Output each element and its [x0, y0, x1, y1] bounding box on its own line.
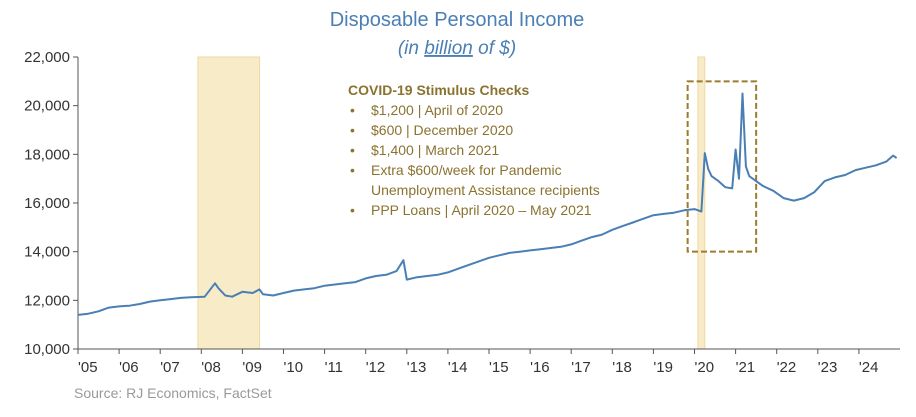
y-tick-label: 14,000	[24, 244, 70, 261]
y-tick-label: 10,000	[24, 341, 70, 358]
x-tick-label: '06	[119, 359, 139, 376]
annotation-item: PPP Loans | April 2020 – May 2021	[371, 202, 592, 218]
covid-highlight-box	[686, 80, 758, 253]
annotation-item: $1,400 | March 2021	[371, 142, 499, 158]
income-series	[77, 92, 898, 316]
x-tick-label: '24	[859, 359, 879, 376]
y-tick-label: 12,000	[24, 292, 70, 309]
x-tick-label: '16	[530, 359, 550, 376]
x-tick-label: '07	[160, 359, 180, 376]
x-tick-label: '20	[695, 359, 715, 376]
covid-box	[686, 80, 758, 253]
x-tick-label: '11	[325, 359, 343, 376]
chart-title: Disposable Personal Income	[330, 9, 585, 31]
x-tick-label: '18	[612, 359, 632, 376]
annotation-item: $1,200 | April of 2020	[371, 102, 503, 118]
x-tick-label: '12	[366, 359, 386, 376]
x-tick-label: '21	[736, 359, 756, 376]
annotation-item: Extra $600/week for Pandemic	[371, 162, 562, 178]
covid-annotation: COVID-19 Stimulus Checks • $1,200 | April…	[348, 82, 600, 218]
y-tick-label: 16,000	[24, 195, 70, 212]
x-tick-label: '19	[653, 359, 673, 376]
annotation-bullet: •	[350, 102, 355, 118]
annotation-bullet: •	[350, 202, 355, 218]
y-tick-label: 20,000	[24, 98, 70, 115]
subtitle-unit: billion	[424, 38, 473, 59]
recession-band	[197, 56, 261, 350]
annotation-bullet: •	[350, 162, 355, 178]
x-tick-label: '13	[407, 359, 427, 376]
subtitle-prefix: (in	[398, 38, 424, 59]
x-tick-label: '17	[571, 359, 591, 376]
x-tick-label: '09	[242, 359, 262, 376]
y-tick-label: 22,000	[24, 49, 70, 66]
annotation-bullet: •	[350, 122, 355, 138]
x-tick-label: '10	[284, 359, 304, 376]
x-tick-label: '05	[78, 359, 98, 376]
y-tick-label: 18,000	[24, 146, 70, 163]
chart-subtitle: (in billion of $)	[398, 38, 516, 59]
annotation-item: Unemployment Assistance recipients	[371, 182, 600, 198]
x-tick-label: '15	[489, 359, 509, 376]
x-tick-label: '14	[448, 359, 468, 376]
x-tick-label: '22	[777, 359, 797, 376]
annotation-bullet: •	[350, 142, 355, 158]
subtitle-suffix: of $)	[473, 38, 516, 59]
source-note: Source: RJ Economics, FactSet	[74, 385, 272, 401]
x-tick-label: '23	[818, 359, 838, 376]
annotation-item: $600 | December 2020	[371, 122, 513, 138]
x-tick-label: '08	[201, 359, 221, 376]
income-line	[77, 92, 898, 316]
axes: 10,000 12,000 14,000 16,000 18,000 20,000 22,0…	[24, 49, 900, 376]
annotation-title: COVID-19 Stimulus Checks	[348, 82, 529, 98]
